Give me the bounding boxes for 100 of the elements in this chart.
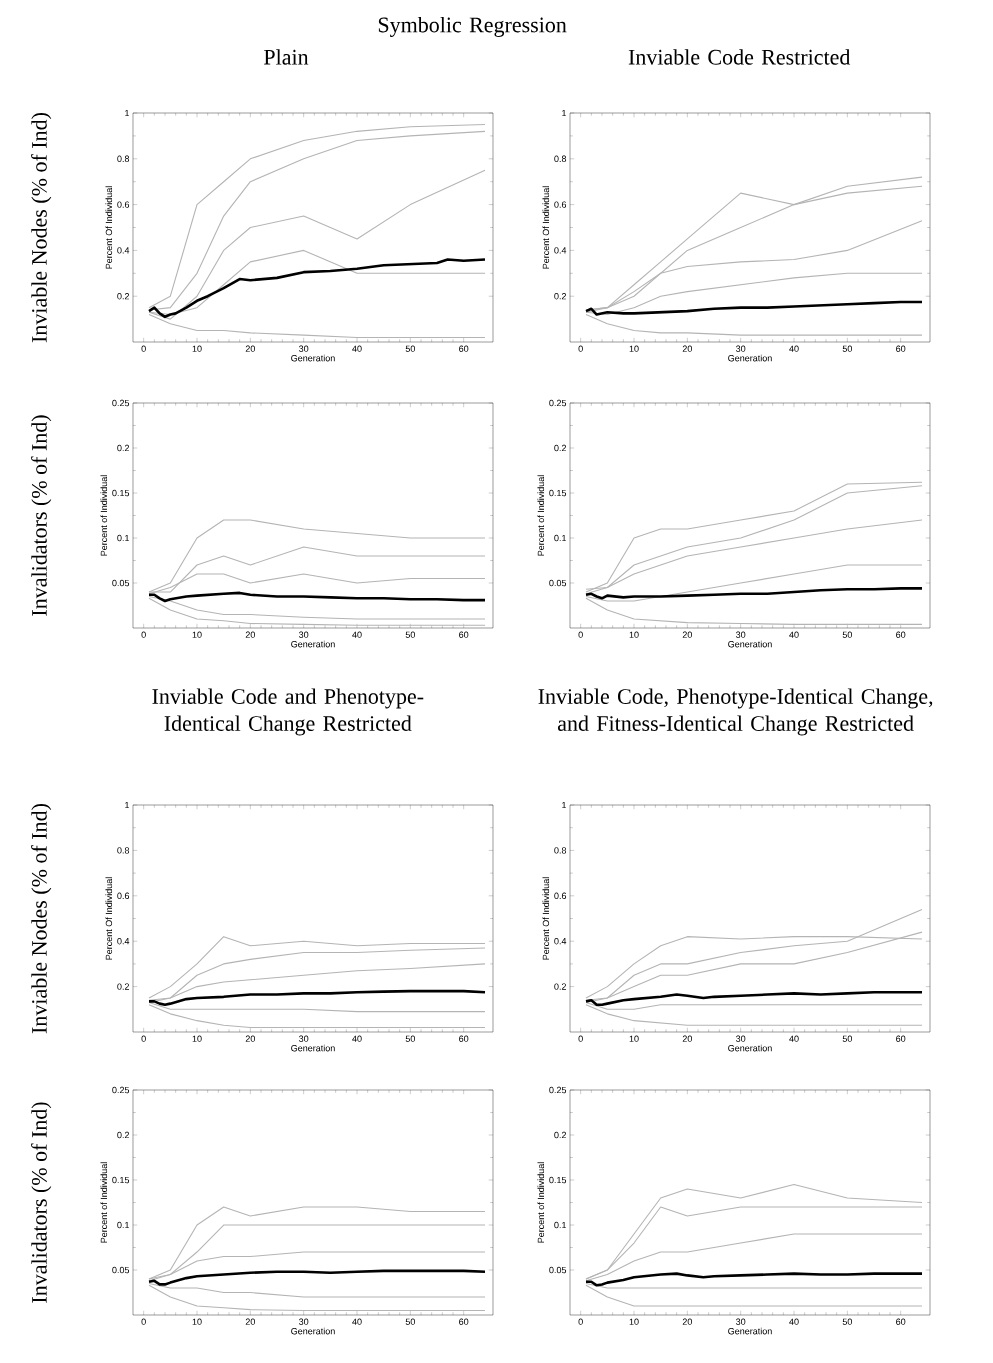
y-tick-label: 0.2 xyxy=(117,444,130,452)
x-axis-title: Generation xyxy=(728,354,772,362)
x-axis-title: Generation xyxy=(291,354,335,362)
x-tick-label: 10 xyxy=(629,1035,639,1042)
x-tick-label: 60 xyxy=(896,1318,906,1325)
y-tick-label: 1 xyxy=(125,109,130,117)
x-tick-label: 40 xyxy=(352,1318,362,1325)
text: Inviable Nodes (% of Ind) xyxy=(31,804,52,1034)
x-axis-title: Generation xyxy=(291,1044,335,1052)
x-tick-label: 60 xyxy=(896,631,906,638)
chart-subtitle: Plain xyxy=(264,49,309,65)
y-tick-label: 0.1 xyxy=(117,534,130,542)
y-tick-label: 0.2 xyxy=(554,983,567,990)
y-axis-title: Percent Of Individual xyxy=(105,877,113,960)
x-tick-label: 0 xyxy=(141,1035,147,1042)
y-axis-title: Percent of Individual xyxy=(100,475,108,556)
x-tick-label: 0 xyxy=(141,1318,147,1325)
x-tick-label: 30 xyxy=(299,1035,309,1042)
x-tick-label: 20 xyxy=(246,1318,256,1325)
y-tick-label: 0.05 xyxy=(112,1266,130,1274)
y-tick-label: 0.8 xyxy=(554,155,567,162)
x-tick-label: 20 xyxy=(246,1035,256,1042)
x-tick-label: 40 xyxy=(352,1035,362,1042)
x-tick-label: 10 xyxy=(192,1318,202,1325)
y-tick-label: 0.1 xyxy=(117,1221,130,1229)
text: Inviable Nodes (% of Ind) xyxy=(31,113,52,343)
y-tick-label: 0.1 xyxy=(554,1221,567,1229)
y-tick-label: 0.6 xyxy=(554,892,567,899)
x-tick-label: 30 xyxy=(299,345,309,352)
x-tick-label: 40 xyxy=(352,345,362,352)
y-tick-label: 0.2 xyxy=(117,1131,130,1139)
y-tick-label: 0.05 xyxy=(549,579,567,587)
y-tick-label: 0.6 xyxy=(117,892,130,899)
x-tick-label: 10 xyxy=(192,345,202,352)
y-tick-label: 0.8 xyxy=(117,155,130,162)
y-axis-title: Percent Of Individual xyxy=(105,186,113,269)
y-tick-label: 0.8 xyxy=(554,847,567,854)
x-axis-title: Generation xyxy=(728,1044,772,1052)
x-tick-label: 10 xyxy=(629,1318,639,1325)
x-tick-label: 50 xyxy=(842,631,853,638)
x-tick-label: 0 xyxy=(578,345,584,352)
y-tick-label: 0.15 xyxy=(112,489,130,497)
y-tick-label: 0.2 xyxy=(117,983,130,990)
chart-title: Inviable Code Restricted xyxy=(629,49,851,65)
y-tick-label: 0.25 xyxy=(549,399,567,407)
y-tick-label: 0.15 xyxy=(549,489,567,497)
x-axis-title: Generation xyxy=(728,640,772,648)
x-tick-label: 40 xyxy=(789,631,799,638)
x-axis-title: Generation xyxy=(728,1327,772,1335)
x-tick-label: 50 xyxy=(405,631,416,638)
y-tick-label: 0.05 xyxy=(549,1266,567,1274)
y-tick-label: 0.25 xyxy=(112,399,130,407)
x-tick-label: 0 xyxy=(578,1035,584,1042)
x-tick-label: 40 xyxy=(789,1035,799,1042)
y-tick-label: 0.4 xyxy=(117,247,130,254)
y-axis-title: Percent Of Individual xyxy=(542,186,550,269)
y-tick-label: 0.2 xyxy=(554,293,567,300)
y-tick-label: 1 xyxy=(125,801,130,809)
x-tick-label: 0 xyxy=(141,631,147,638)
x-tick-label: 10 xyxy=(629,631,639,638)
x-tick-label: 30 xyxy=(736,1318,746,1325)
x-tick-label: 0 xyxy=(578,1318,584,1325)
x-axis-title: Generation xyxy=(291,1327,335,1335)
x-tick-label: 40 xyxy=(789,345,799,352)
x-tick-label: 50 xyxy=(842,1035,853,1042)
x-tick-label: 60 xyxy=(459,631,469,638)
y-axis-title: Percent of Individual xyxy=(537,475,545,556)
y-tick-label: 0.05 xyxy=(112,579,130,587)
x-tick-label: 60 xyxy=(459,1318,469,1325)
x-tick-label: 50 xyxy=(842,345,853,352)
x-tick-label: 60 xyxy=(896,1035,906,1042)
x-axis-title: Generation xyxy=(291,640,335,648)
y-tick-label: 0.25 xyxy=(112,1086,130,1094)
x-tick-label: 40 xyxy=(352,631,362,638)
x-tick-label: 50 xyxy=(405,345,416,352)
x-tick-label: 20 xyxy=(683,631,693,638)
y-tick-label: 0.1 xyxy=(554,534,567,542)
y-tick-label: 1 xyxy=(562,801,567,809)
x-tick-label: 30 xyxy=(736,345,746,352)
y-tick-label: 0.4 xyxy=(117,938,130,945)
y-tick-label: 0.15 xyxy=(549,1176,567,1184)
x-tick-label: 0 xyxy=(141,345,147,352)
y-tick-label: 0.4 xyxy=(554,247,567,254)
chart-title: Symbolic Regression xyxy=(379,16,567,37)
x-tick-label: 30 xyxy=(736,631,746,638)
x-tick-label: 60 xyxy=(896,345,906,352)
x-tick-label: 50 xyxy=(842,1318,853,1325)
y-axis-title: Percent of Individual xyxy=(100,1162,108,1243)
y-axis-title: Percent of Individual xyxy=(537,1162,545,1243)
x-tick-label: 30 xyxy=(299,1318,309,1325)
chart-title: Inviable Code and Phenotype-Identical Change Restricted xyxy=(152,688,424,736)
x-tick-label: 50 xyxy=(405,1318,416,1325)
x-tick-label: 20 xyxy=(683,1035,693,1042)
x-tick-label: 10 xyxy=(192,631,202,638)
y-tick-label: 0.25 xyxy=(549,1086,567,1094)
y-tick-label: 0.15 xyxy=(112,1176,130,1184)
x-tick-label: 50 xyxy=(405,1035,416,1042)
chart-title: Inviable Code, Phenotype-Identical Change, and Fitness-Identical Change Restricted xyxy=(538,688,933,736)
x-tick-label: 0 xyxy=(578,631,584,638)
y-tick-label: 0.2 xyxy=(117,293,130,300)
